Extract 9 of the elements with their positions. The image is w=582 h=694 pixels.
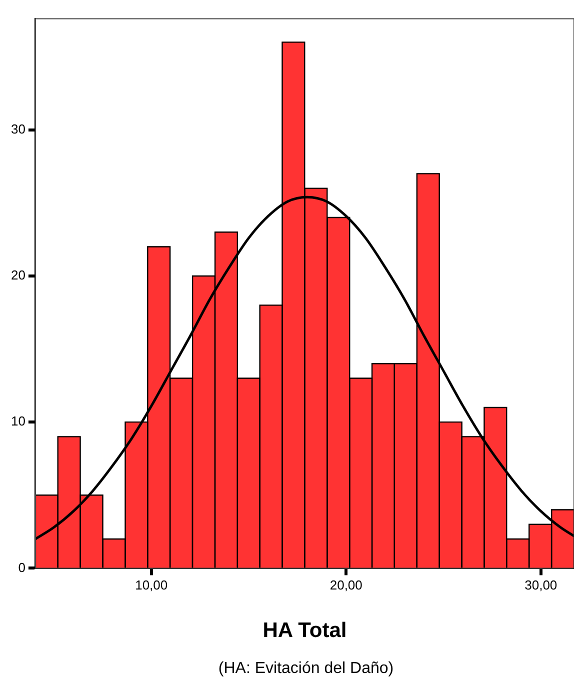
y-tick-label: 10 xyxy=(10,414,26,429)
y-tick-label: 0 xyxy=(18,560,26,575)
text: (HA: Evitación del Daño) xyxy=(217,660,395,678)
y-tick-label: 20 xyxy=(10,268,26,283)
y-tick-label: 30 xyxy=(10,121,26,136)
x-axis-title: HA Total xyxy=(262,619,347,642)
x-tick-label: 10,00 xyxy=(135,578,168,593)
x-tick-label: 20,00 xyxy=(330,578,362,593)
x-tick-label: 30,00 xyxy=(524,578,558,593)
